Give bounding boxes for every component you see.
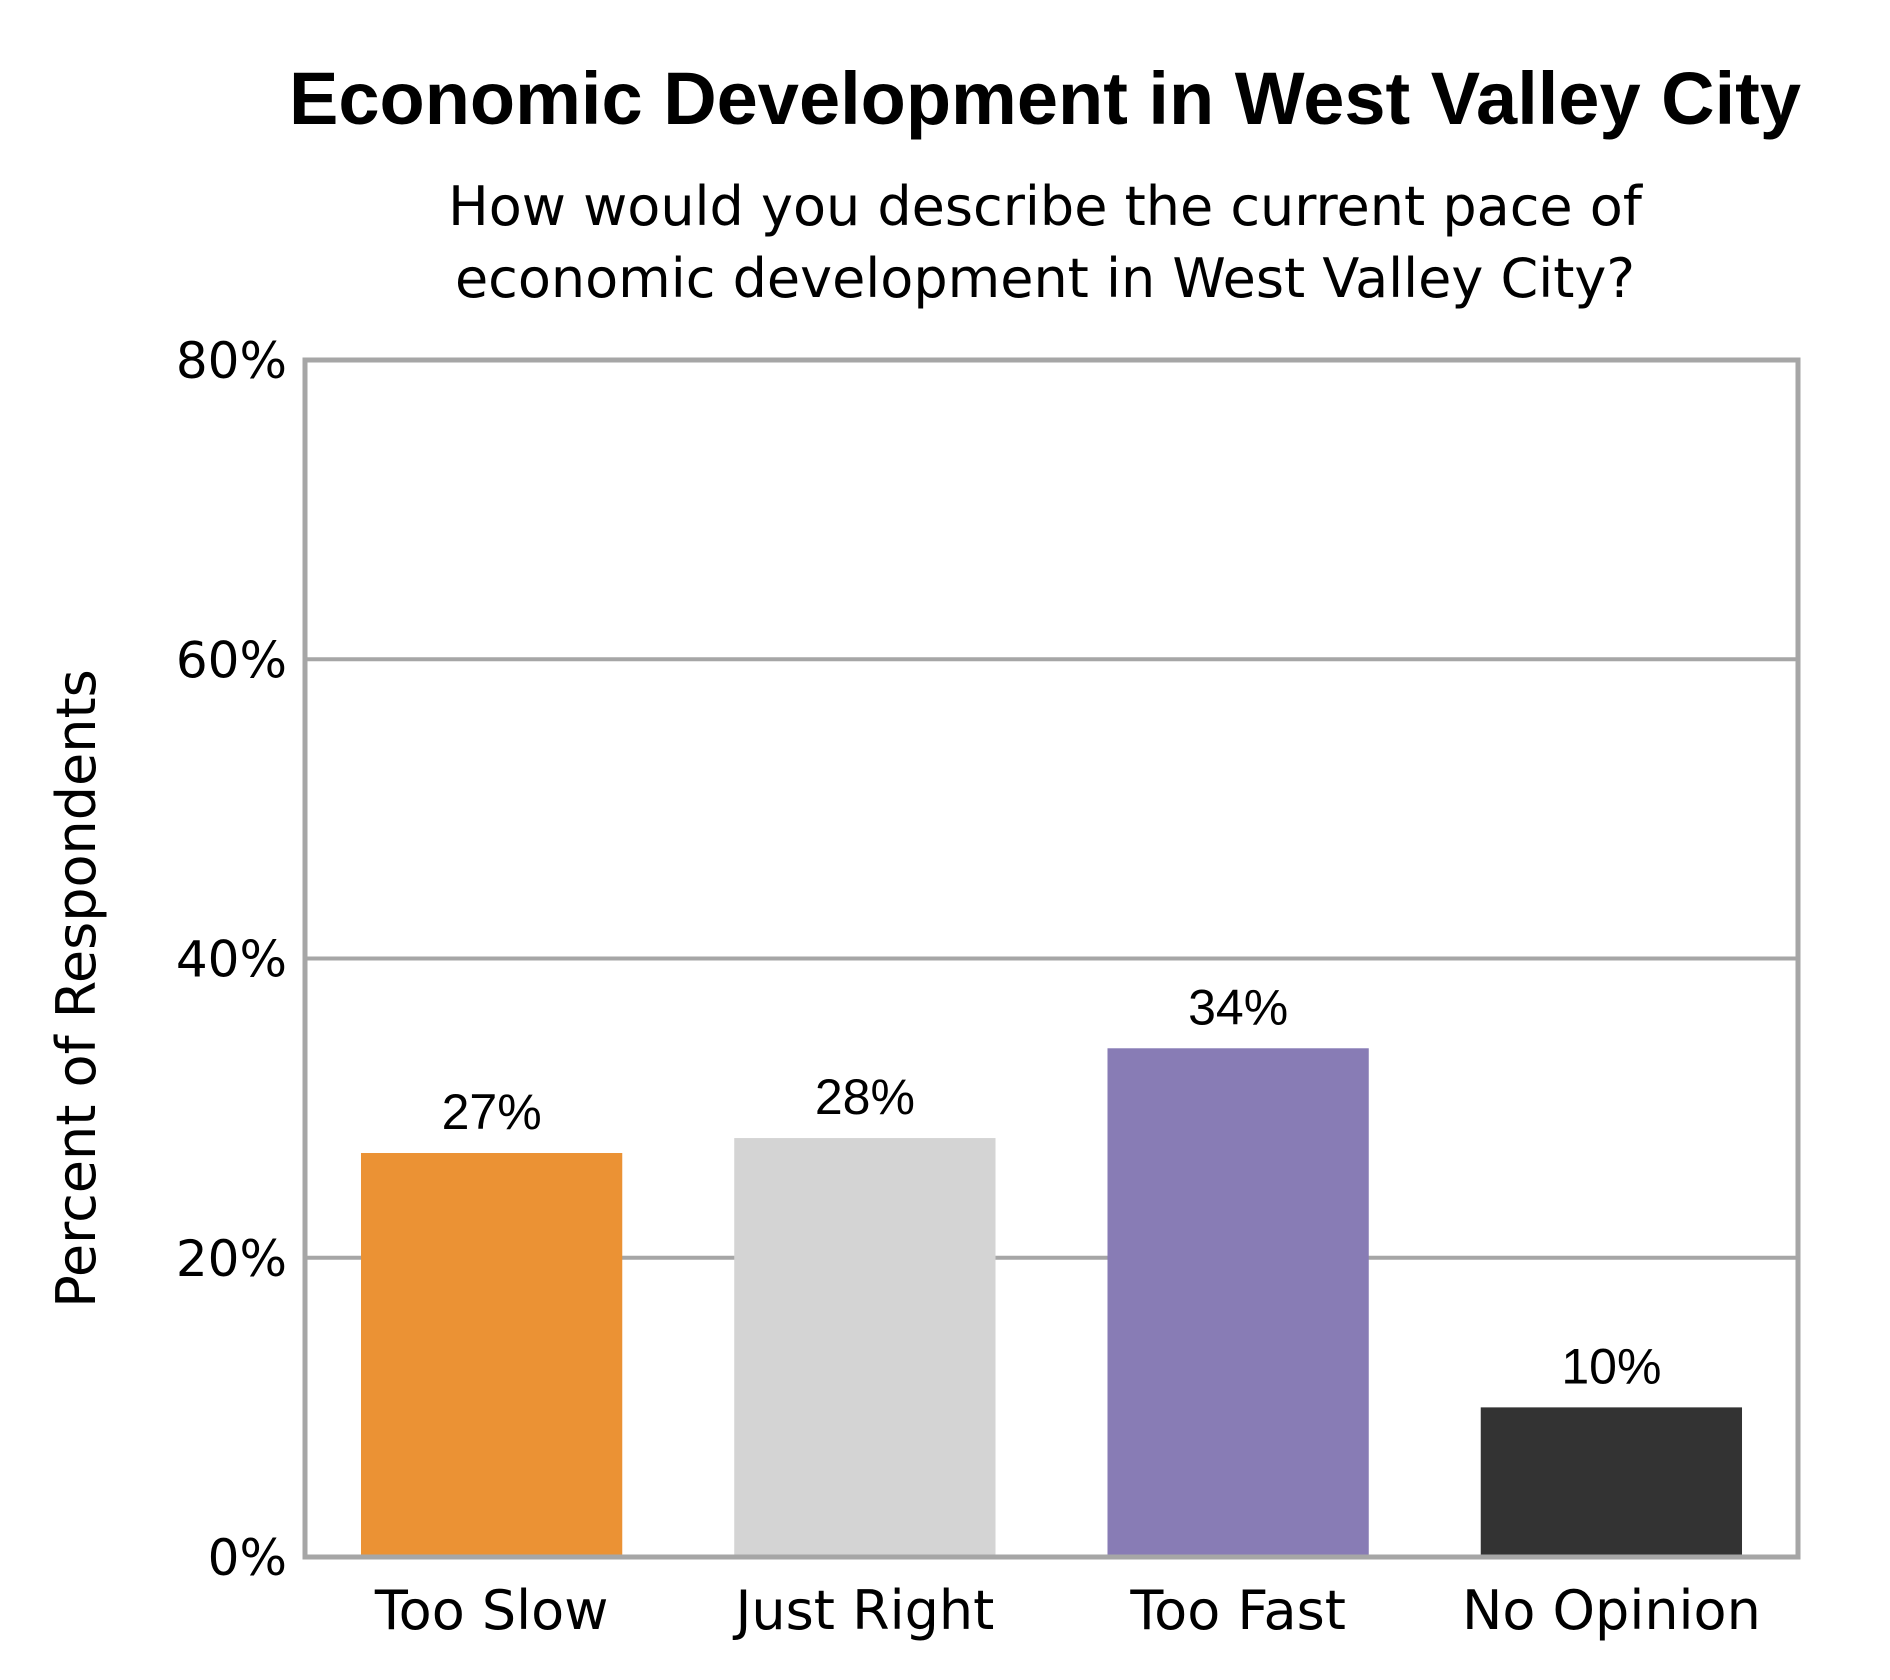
chart-subtitle-line-1: How would you describe the current pace … [448,175,1644,238]
y-axis-ticks: 0% 20% 40% 60% 80% [176,332,287,1587]
data-label: 27% [442,1084,542,1140]
y-tick-label: 20% [176,1230,287,1288]
data-labels: 27% 28% 34% 10% [442,979,1662,1394]
chart-subtitle-line-2: economic development in West Valley City… [455,247,1635,310]
y-axis-label: Percent of Respondents [45,669,108,1308]
x-category-label: No Opinion [1462,1579,1761,1642]
y-tick-label: 0% [208,1529,287,1587]
bar-no-opinion [1480,1407,1743,1557]
bars [360,1048,1743,1557]
x-axis-categories: Too Slow Just Right Too Fast No Opinion [374,1579,1761,1642]
chart-title: Economic Development in West Valley City [289,57,1801,140]
y-tick-label: 60% [176,631,287,689]
x-category-label: Too Slow [374,1579,609,1642]
y-tick-label: 40% [176,931,287,989]
data-label: 28% [815,1069,915,1125]
bar-too-fast [1107,1048,1369,1557]
bar-just-right [734,1138,996,1557]
y-tick-label: 80% [176,332,287,390]
plot-frame [302,357,1801,1560]
bar-too-slow [360,1153,623,1557]
data-label: 10% [1561,1338,1661,1394]
x-category-label: Too Fast [1129,1579,1346,1642]
x-category-label: Just Right [732,1579,994,1642]
data-label: 34% [1188,979,1288,1035]
